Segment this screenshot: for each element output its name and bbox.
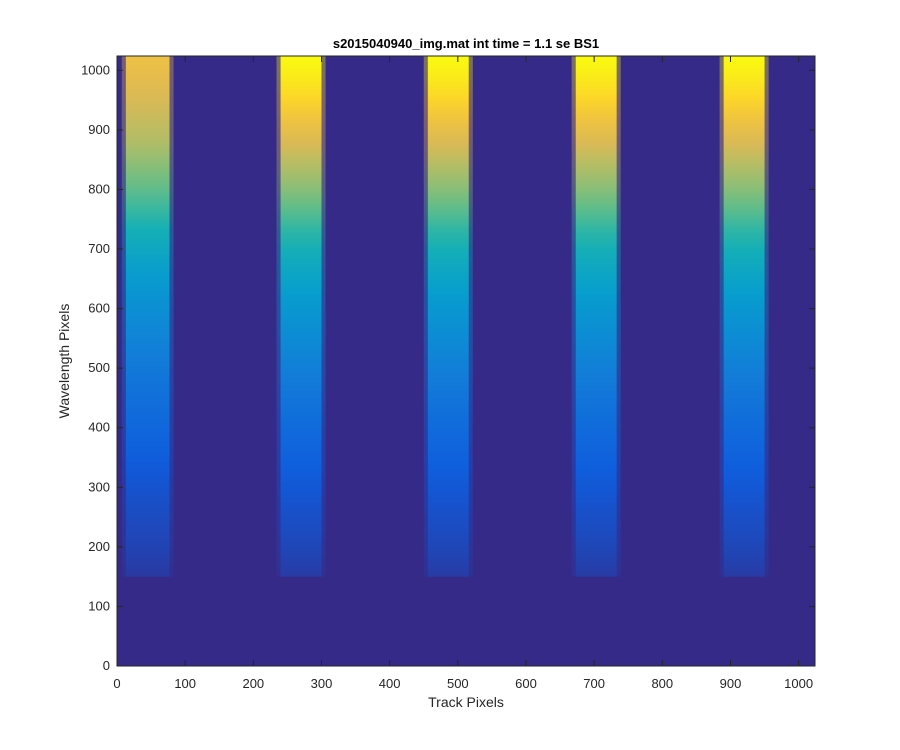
heatmap-band [280,56,322,577]
heatmap-bands [121,56,769,577]
y-tick-label: 500 [88,360,110,375]
y-tick-label: 300 [88,479,110,494]
chart-title: s2015040940_img.mat int time = 1.1 se BS… [333,36,599,51]
x-tick-label: 900 [720,676,742,691]
x-tick-label: 1000 [784,676,813,691]
y-tick-label: 900 [88,122,110,137]
x-tick-label: 400 [379,676,401,691]
heatmap-band [125,56,170,577]
x-tick-label: 500 [447,676,469,691]
y-tick-label: 100 [88,598,110,613]
x-tick-label: 0 [113,676,120,691]
heatmap-band [575,56,617,577]
y-tick-label: 400 [88,420,110,435]
x-tick-label: 700 [583,676,605,691]
y-tick-label: 600 [88,301,110,316]
y-tick-label: 0 [103,658,110,673]
y-tick-label: 1000 [81,62,110,77]
y-tick-label: 800 [88,181,110,196]
x-axis-label: Track Pixels [428,694,504,710]
x-tick-label: 300 [311,676,333,691]
x-axis: 0 100 200 300 400 500 600 700 800 900 1000 [113,56,813,691]
y-axis: 0 100 200 300 400 500 600 700 800 900 1000 [81,62,815,673]
y-tick-label: 700 [88,241,110,256]
plot-frame [116,55,816,667]
x-tick-label: 600 [515,676,537,691]
y-axis-label: Wavelength Pixels [56,304,72,419]
x-tick-label: 100 [174,676,196,691]
y-tick-label: 200 [88,539,110,554]
x-tick-label: 800 [651,676,673,691]
heatmap-band [723,56,765,577]
heatmap-band [427,56,469,577]
x-tick-label: 200 [242,676,264,691]
